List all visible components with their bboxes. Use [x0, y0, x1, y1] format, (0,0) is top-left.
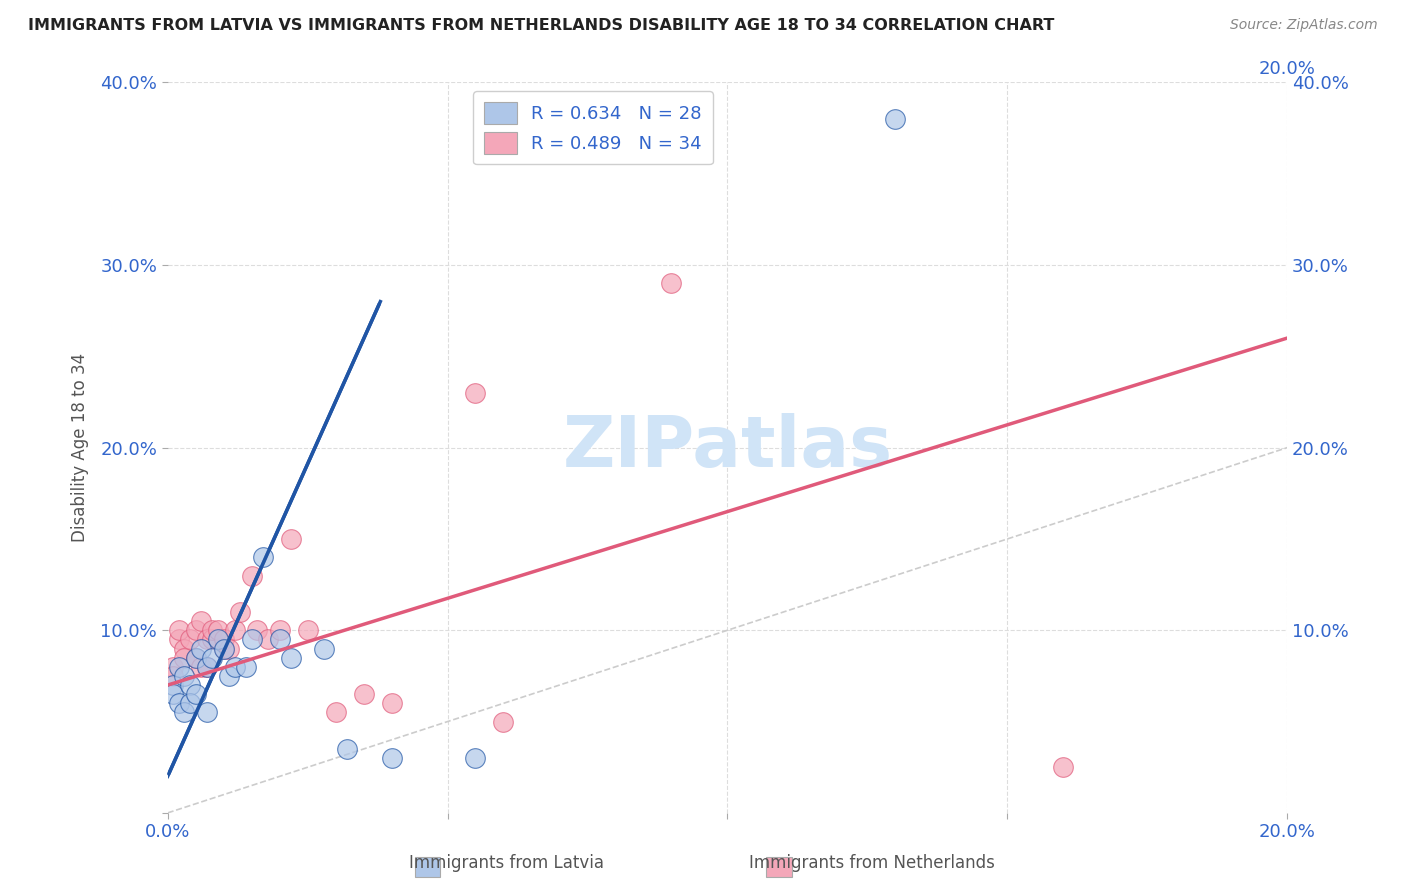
Point [179, 678, 201, 692]
Point [184, 687, 207, 701]
Point [269, 624, 291, 638]
Point [167, 660, 190, 674]
Legend: R = 0.634   N = 28, R = 0.489   N = 34: R = 0.634 N = 28, R = 0.489 N = 34 [474, 92, 713, 164]
Point [212, 641, 235, 656]
Point [184, 650, 207, 665]
Point [207, 632, 229, 647]
Point [280, 532, 302, 546]
Point [212, 632, 235, 647]
Point [173, 669, 195, 683]
Point [325, 706, 347, 720]
Point [207, 624, 229, 638]
Point [162, 687, 184, 701]
Point [252, 550, 274, 565]
Point [162, 678, 184, 692]
Point [353, 687, 375, 701]
Point [257, 632, 280, 647]
Point [380, 696, 402, 710]
Point [190, 614, 212, 628]
Point [190, 641, 212, 656]
Point [661, 277, 683, 291]
Point [201, 624, 224, 638]
Point [195, 660, 218, 674]
Point [336, 742, 359, 756]
Point [190, 660, 212, 674]
Point [280, 650, 302, 665]
Point [184, 624, 207, 638]
Point [179, 632, 201, 647]
Text: Immigrants from Latvia: Immigrants from Latvia [409, 855, 603, 872]
Point [297, 624, 319, 638]
Point [314, 641, 336, 656]
Point [464, 751, 486, 765]
Text: Source: ZipAtlas.com: Source: ZipAtlas.com [1230, 18, 1378, 32]
Point [492, 714, 515, 729]
Text: Immigrants from Netherlands: Immigrants from Netherlands [749, 855, 994, 872]
Point [167, 696, 190, 710]
Point [224, 660, 246, 674]
Y-axis label: Disability Age 18 to 34: Disability Age 18 to 34 [72, 353, 89, 542]
Point [195, 660, 218, 674]
Point [201, 650, 224, 665]
Point [162, 660, 184, 674]
Point [224, 624, 246, 638]
Point [218, 641, 240, 656]
Point [218, 669, 240, 683]
Point [884, 112, 907, 126]
Point [201, 632, 224, 647]
Point [464, 385, 486, 400]
Point [240, 568, 263, 582]
Point [212, 641, 235, 656]
Point [173, 641, 195, 656]
Point [167, 632, 190, 647]
Point [167, 624, 190, 638]
Point [1052, 760, 1074, 774]
Point [229, 605, 252, 619]
Point [269, 632, 291, 647]
Point [235, 660, 257, 674]
Point [162, 669, 184, 683]
Text: IMMIGRANTS FROM LATVIA VS IMMIGRANTS FROM NETHERLANDS DISABILITY AGE 18 TO 34 CO: IMMIGRANTS FROM LATVIA VS IMMIGRANTS FRO… [28, 18, 1054, 33]
Point [195, 706, 218, 720]
Point [173, 650, 195, 665]
Point [173, 706, 195, 720]
Point [184, 650, 207, 665]
Point [380, 751, 402, 765]
Point [246, 624, 269, 638]
Point [195, 632, 218, 647]
Point [240, 632, 263, 647]
Point [179, 696, 201, 710]
Text: ZIPatlas: ZIPatlas [562, 413, 893, 483]
